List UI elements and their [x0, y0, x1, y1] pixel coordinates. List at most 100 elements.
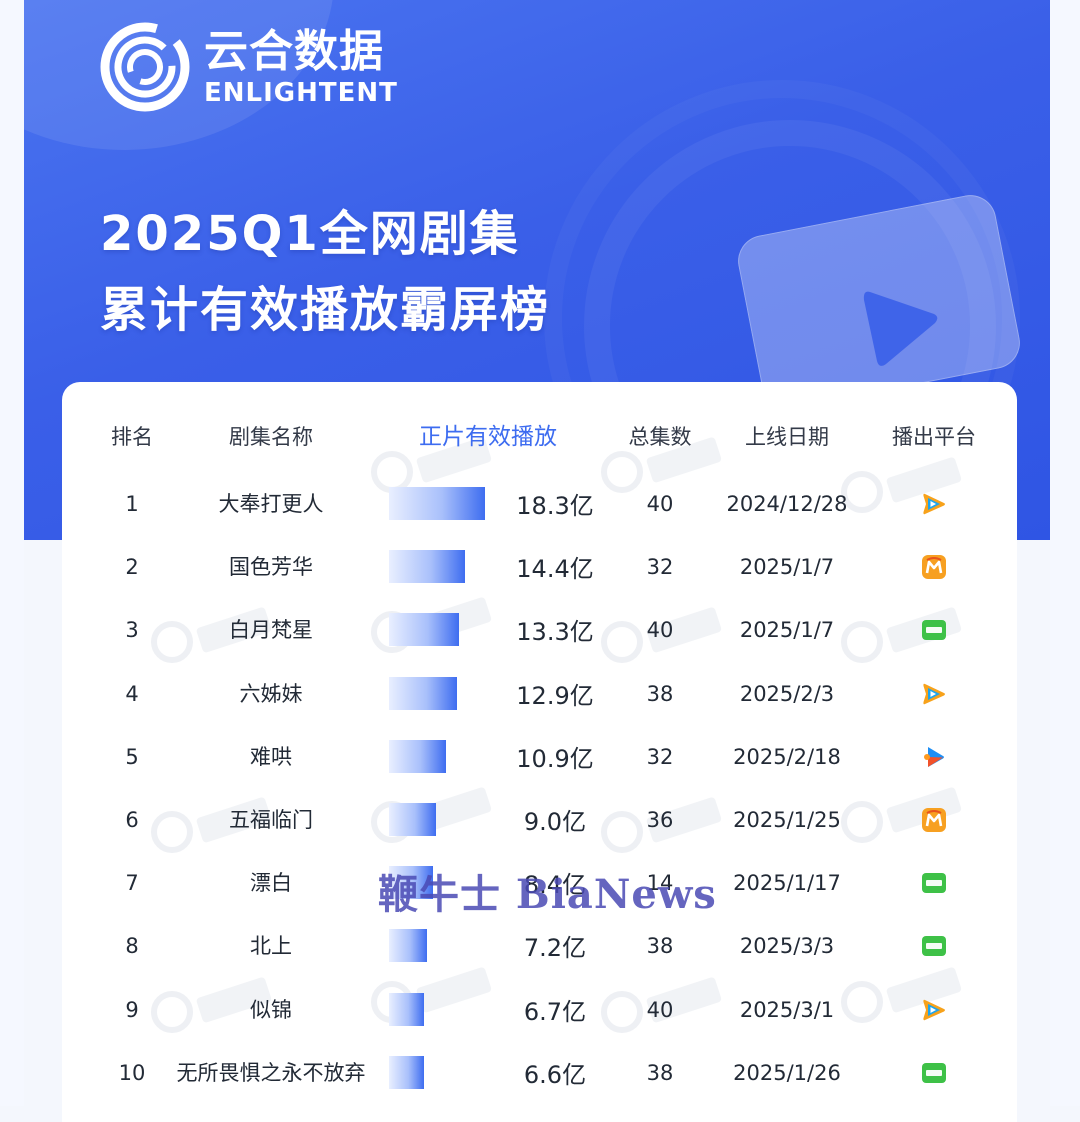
- table-header: 排名 剧集名称 正片有效播放 总集数 上线日期 播出平台: [0, 419, 1080, 455]
- episodes-cell: 36: [646, 807, 674, 832]
- play-count-label: 6.7亿: [523, 998, 587, 1026]
- enlightent-logo-icon: [100, 22, 190, 112]
- rank-cell: 9: [125, 997, 139, 1022]
- drama-name-cell: 大奉打更人: [218, 491, 324, 516]
- brand-name-cn: 云合数据: [204, 26, 384, 77]
- play-count-label: 7.2亿: [523, 934, 587, 962]
- rank-cell: 8: [125, 933, 139, 958]
- release-date-cell: 2025/3/3: [739, 933, 835, 958]
- play-count-bar: [389, 487, 485, 520]
- bar-cell: [389, 851, 509, 914]
- table-row: 9 似锦 6.7亿 40 2025/3/1: [0, 978, 1080, 1041]
- platform-cell: [908, 598, 960, 661]
- brand-name-en: ENLIGHTENT: [204, 78, 398, 108]
- release-date-cell: 2025/1/26: [733, 1060, 841, 1085]
- drama-name-cell: 五福临门: [229, 807, 313, 832]
- page-margin-left: [0, 0, 24, 1106]
- title-line-1: 2025Q1全网剧集: [100, 206, 520, 262]
- rank-cell: 2: [125, 554, 139, 579]
- title-line-2: 累计有效播放霸屏榜: [100, 282, 551, 338]
- table-row: 4 六姊妹 12.9亿 38 2025/2/3: [0, 662, 1080, 725]
- iqiyi-icon: [922, 1062, 946, 1083]
- bar-cell: [389, 662, 509, 725]
- bar-cell: [389, 472, 509, 535]
- header-date: 上线日期: [745, 425, 829, 449]
- episodes-cell: 40: [646, 997, 674, 1022]
- play-count-label: 13.3亿: [516, 618, 594, 646]
- play-count-bar: [389, 929, 427, 962]
- bar-cell: [389, 725, 509, 788]
- bar-cell: [389, 914, 509, 977]
- header-platform: 播出平台: [892, 425, 976, 449]
- bar-cell: [389, 535, 509, 598]
- play-count-bar: [389, 550, 465, 583]
- tencent-video-icon: [923, 999, 945, 1020]
- bar-cell: [389, 788, 509, 851]
- platform-cell: [908, 914, 960, 977]
- release-date-cell: 2025/1/17: [733, 870, 841, 895]
- platform-cell: [908, 851, 960, 914]
- rank-cell: 1: [125, 491, 139, 516]
- youku-icon: [924, 746, 944, 767]
- release-date-cell: 2024/12/28: [726, 491, 848, 516]
- episodes-cell: 38: [646, 1060, 674, 1085]
- episodes-cell: 14: [646, 870, 674, 895]
- play-count-bar: [389, 613, 459, 646]
- play-count-bar: [389, 740, 446, 773]
- drama-name-cell: 难哄: [250, 744, 292, 769]
- play-count-label: 8.4亿: [523, 871, 587, 899]
- episodes-cell: 40: [646, 617, 674, 642]
- mango-tv-icon: [922, 807, 946, 832]
- page-margin-right: [1050, 0, 1080, 1106]
- tencent-video-icon: [923, 683, 945, 704]
- release-date-cell: 2025/1/7: [739, 554, 835, 579]
- iqiyi-icon: [922, 619, 946, 640]
- page-title: 2025Q1全网剧集 累计有效播放霸屏榜: [100, 196, 550, 348]
- platform-cell: [908, 535, 960, 598]
- play-count-bar: [389, 677, 457, 710]
- table-row: 2 国色芳华 14.4亿 32 2025/1/7: [0, 535, 1080, 598]
- release-date-cell: 2025/1/25: [733, 807, 841, 832]
- release-date-cell: 2025/2/18: [733, 744, 841, 769]
- platform-cell: [908, 725, 960, 788]
- table-row: 10 无所畏惧之永不放弃 6.6亿 38 2025/1/26: [0, 1041, 1080, 1104]
- play-count-label: 18.3亿: [516, 492, 594, 520]
- bar-cell: [389, 978, 509, 1041]
- drama-name-cell: 六姊妹: [239, 681, 303, 706]
- play-count-bar: [389, 866, 433, 899]
- brand-logo: 云合数据 ENLIGHTENT: [100, 22, 398, 112]
- play-count-label: 9.0亿: [523, 808, 587, 836]
- bar-cell: [389, 1041, 509, 1104]
- rank-cell: 3: [125, 617, 139, 642]
- header-name: 剧集名称: [229, 425, 313, 449]
- drama-name-cell: 北上: [250, 933, 292, 958]
- platform-cell: [908, 1041, 960, 1104]
- bar-cell: [389, 598, 509, 661]
- table-row: 6 五福临门 9.0亿 36 2025/1/25: [0, 788, 1080, 851]
- play-count-label: 6.6亿: [523, 1061, 587, 1089]
- iqiyi-icon: [922, 935, 946, 956]
- release-date-cell: 2025/1/7: [739, 617, 835, 642]
- episodes-cell: 38: [646, 933, 674, 958]
- episodes-cell: 32: [646, 744, 674, 769]
- drama-name-cell: 国色芳华: [229, 554, 313, 579]
- rank-cell: 5: [125, 744, 139, 769]
- rank-cell: 10: [118, 1060, 146, 1085]
- drama-name-cell: 无所畏惧之永不放弃: [176, 1060, 366, 1085]
- mango-tv-icon: [922, 554, 946, 579]
- episodes-cell: 38: [646, 681, 674, 706]
- ranking-board: [62, 382, 1017, 1122]
- header-plays: 正片有效播放: [419, 424, 557, 450]
- bianews-watermark: 鞭牛士 BiaNews: [378, 871, 717, 918]
- release-date-cell: 2025/2/3: [739, 681, 835, 706]
- table-row: 7 漂白 8.4亿 14 2025/1/17: [0, 851, 1080, 914]
- header-episodes: 总集数: [628, 425, 692, 449]
- table-row: 5 难哄 10.9亿 32 2025/2/18: [0, 725, 1080, 788]
- drama-name-cell: 似锦: [250, 997, 292, 1022]
- table-row: 1 大奉打更人 18.3亿 40 2024/12/28: [0, 472, 1080, 535]
- play-count-bar: [389, 1056, 424, 1089]
- release-date-cell: 2025/3/1: [739, 997, 835, 1022]
- play-count-bar: [389, 993, 424, 1026]
- platform-cell: [908, 788, 960, 851]
- platform-cell: [908, 978, 960, 1041]
